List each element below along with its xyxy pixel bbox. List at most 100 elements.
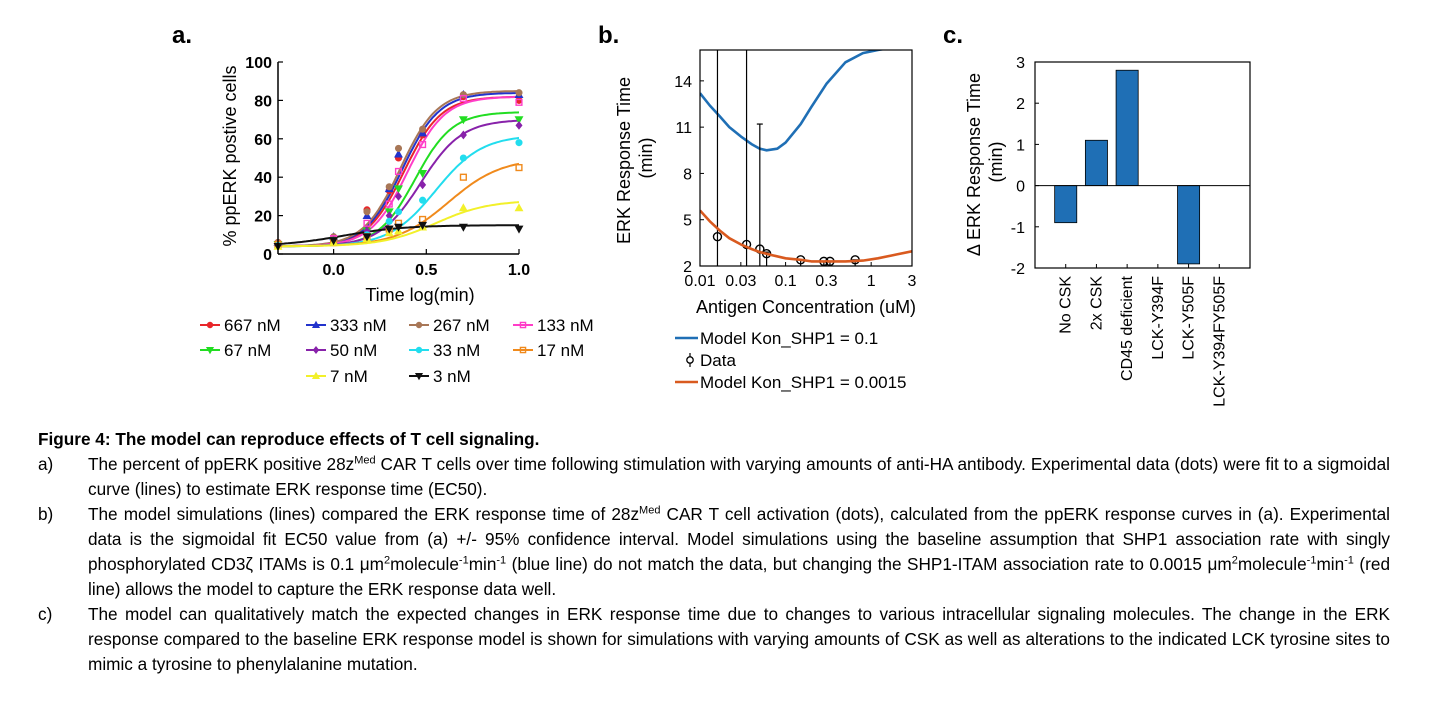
panel-a-legend-marker [519, 321, 527, 329]
panel-c-plot-area: -2 -1 0 1 2 3 No CSK 2x CSK CD45 deficient LCK-Y3… [1011, 55, 1251, 407]
panel-c-xtick-label: CD45 deficient [1119, 275, 1136, 381]
panel-a-legend-marker [205, 346, 215, 355]
panel-a-ytick-label: 0 [263, 247, 272, 264]
panel-a-point [514, 203, 524, 212]
panel-a-plot-area: 0 20 40 60 80 100 0.0 0.5 1.0 [245, 55, 530, 279]
panel-a-ytick-label: 40 [254, 170, 272, 187]
caption-superscript: -1 [1344, 554, 1354, 567]
panel-a-point [385, 183, 393, 191]
panel-a-legend-marker [312, 345, 320, 355]
panel-a-xtick-label: 0.0 [322, 262, 344, 279]
panel-c-ytick-label: 0 [1016, 179, 1025, 196]
panel-b-ylabel-line2: (min) [636, 138, 656, 179]
panel-a-point [385, 217, 393, 225]
panel-a-point [514, 116, 524, 125]
panel-a-legend-marker [414, 372, 424, 381]
caption-superscript: 2 [383, 554, 391, 567]
panel-c-xtick-label: LCK-Y394FY505F [1211, 276, 1228, 407]
panel-c-bar [1054, 185, 1078, 224]
panel-a-point [363, 208, 371, 216]
panel-a-fit-8 [278, 201, 520, 248]
panel-a-legend-label: 50 nM [330, 341, 377, 360]
panel-a-legend-label: 133 nM [537, 316, 594, 335]
panel-b-frame [699, 49, 913, 267]
panel-a-ytick-label: 60 [254, 132, 272, 149]
caption-title: Figure 4: The model can reproduce effect… [38, 429, 540, 449]
panel-a-legend-label: 67 nM [224, 341, 271, 360]
panel-a-legend-marker [311, 320, 321, 329]
panel-a-ylabel: % ppERK postive cells [220, 65, 240, 246]
panel-a-legend-label: 267 nM [433, 316, 490, 335]
panel-c-label: c. [943, 22, 963, 49]
panel-a-legend-marker [311, 371, 321, 380]
panel-a-point [394, 149, 403, 158]
panel-a-legend-label: 3 nM [433, 367, 471, 386]
panel-c-ylabel: Δ ERK Response Time (min) [964, 68, 1006, 256]
panel-b-ytick-label: 14 [674, 74, 692, 91]
panel-a-legend-label: 333 nM [330, 316, 387, 335]
panel-a-point [419, 180, 427, 190]
caption-item-tag: c) [38, 604, 53, 624]
panel-b-xtick-label: 0.1 [774, 273, 796, 290]
panel-a-point [459, 173, 467, 181]
caption-superscript: -1 [1306, 554, 1317, 567]
caption-item-tag: b) [38, 504, 54, 524]
panel-c-xtick-label: 2x CSK [1088, 276, 1105, 331]
panel-a-point [394, 191, 403, 201]
panel-a-point [459, 94, 467, 103]
panel-b-data-point [712, 231, 723, 242]
caption-item: a) The percent of ppERK positive 28zMed C… [38, 452, 1390, 502]
panel-c-ytick-label: 3 [1016, 55, 1025, 72]
panel-b-legend-label: Model Kon_SHP1 = 0.0015 [700, 373, 907, 392]
panel-b-line-0 [700, 50, 886, 152]
panel-a-point [515, 89, 523, 97]
panel-b-xtick-label: 0.3 [815, 273, 837, 290]
panel-b-plot-area: 2 5 8 11 14 0.01 0.03 0.1 0.3 1 3 [674, 49, 917, 290]
panel-b-xtick-label: 1 [867, 273, 876, 290]
panel-a-legend-marker [415, 346, 423, 354]
panel-a-point [394, 167, 403, 176]
panel-c-ylabel-line2: (min) [986, 142, 1006, 183]
panel-b-label: b. [598, 22, 619, 49]
panel-a-point [384, 225, 394, 234]
caption-items: a) The percent of ppERK positive 28zMed C… [38, 452, 1390, 677]
panel-a-label: a. [172, 22, 192, 49]
panel-b-xlabel: Antigen Concentration (uM) [696, 297, 916, 317]
panel-a-legend-marker [415, 321, 423, 329]
panel-c-chart: -2 -1 0 1 2 3 No CSK 2x CSK CD45 deficient LCK-Y3… [964, 55, 1251, 407]
panel-c-bar [1084, 139, 1108, 186]
panel-a-point [459, 91, 467, 99]
figure-caption: Figure 4: The model can reproduce effect… [38, 427, 1390, 677]
panel-a-point [458, 203, 468, 212]
panel-a-point [419, 196, 427, 204]
caption-item-tag: a) [38, 454, 54, 474]
panel-a-point [515, 164, 523, 172]
panel-b-ytick-label: 5 [683, 213, 692, 230]
panel-b-ylabel-line1: ERK Response Time [614, 77, 634, 244]
caption-item: c) The model can qualitatively match the … [38, 602, 1390, 677]
panel-a-point [385, 200, 393, 208]
panel-a-point [363, 219, 371, 227]
panel-a-point [394, 208, 403, 216]
panel-a-point [515, 96, 523, 104]
panel-c-xtick-label: LCK-Y505F [1181, 276, 1198, 360]
panel-a-point [515, 120, 523, 130]
caption-item-text: The percent of ppERK positive 28zMed CAR… [88, 454, 1390, 499]
panel-a-legend-marker [519, 346, 527, 354]
panel-c-ytick-label: -2 [1011, 261, 1025, 278]
panel-a-point [515, 139, 523, 147]
panel-a-point [394, 185, 403, 194]
panel-c-ytick-label: 1 [1016, 137, 1025, 154]
panel-a-xlabel: Time log(min) [365, 285, 474, 305]
panel-a-legend-label: 7 nM [330, 367, 368, 386]
caption-superscript: Med [639, 504, 661, 517]
panel-a-point [458, 223, 468, 232]
panel-c-ytick-label: -1 [1011, 220, 1025, 237]
panel-a-legend-label: 17 nM [537, 341, 584, 360]
panel-a-point [394, 223, 403, 232]
caption-superscript: 2 [1231, 554, 1238, 567]
panel-b-legend: Model Kon_SHP1 = 0.1 Data Model Kon_SHP1 =… [675, 329, 907, 392]
caption-item: b) The model simulations (lines) compared… [38, 502, 1390, 602]
panel-c-ylabel-line1: Δ ERK Response Time [964, 73, 984, 256]
